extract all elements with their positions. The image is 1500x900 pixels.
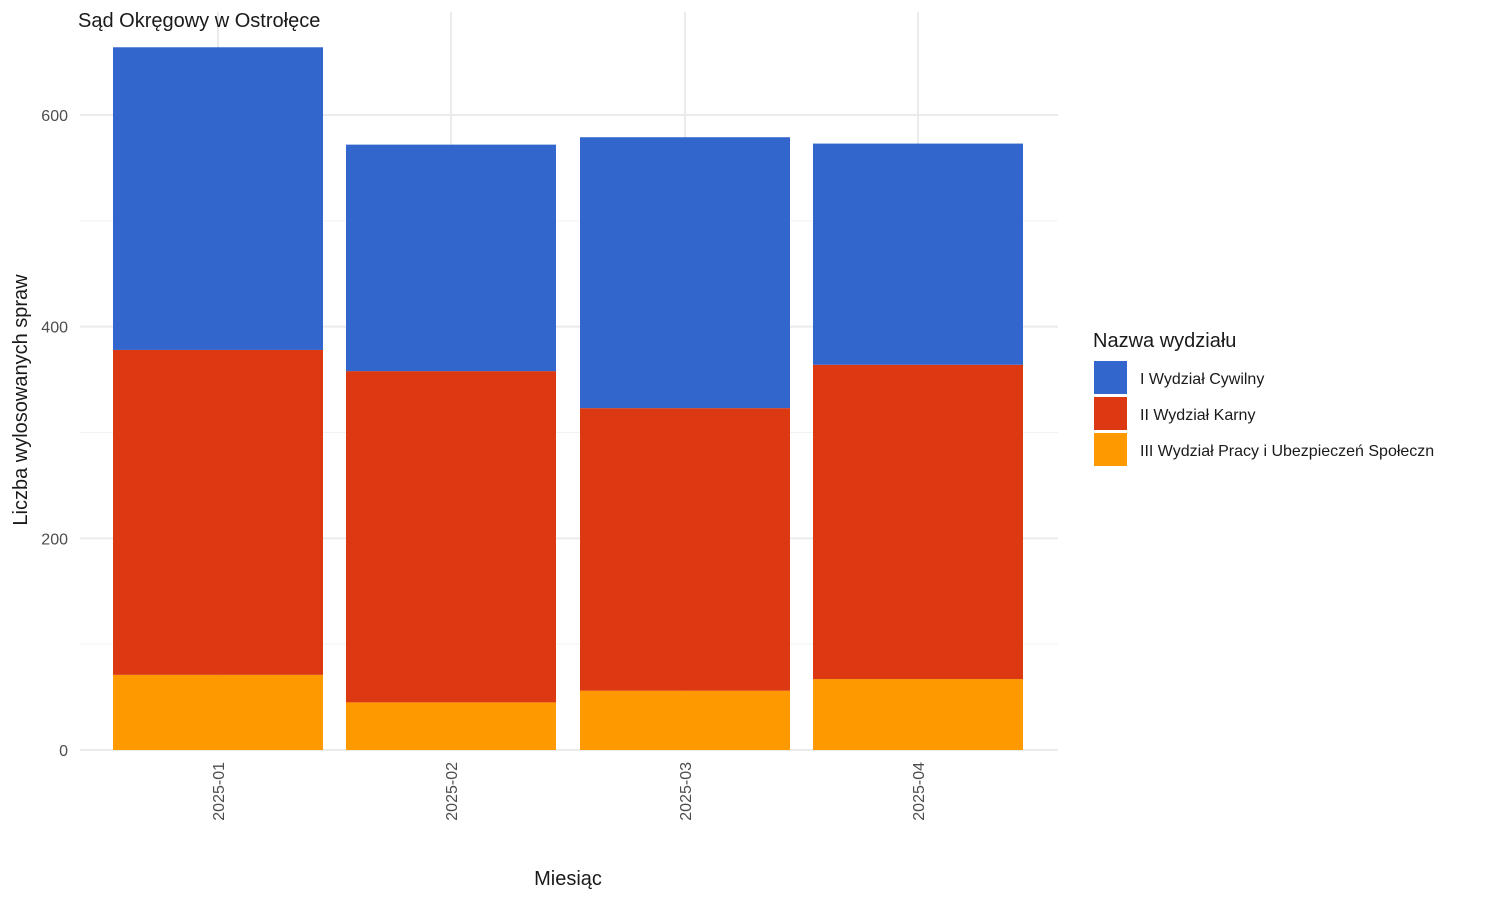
x-tick-label: 2025-04 (911, 762, 928, 821)
bar-segment (113, 349, 323, 675)
legend-label: II Wydział Karny (1140, 407, 1255, 424)
legend-label: III Wydział Pracy i Ubezpieczeń Społeczn (1140, 443, 1434, 460)
x-tick-label: 2025-01 (211, 762, 228, 821)
y-tick-label: 0 (59, 743, 68, 760)
bar-segment (113, 674, 323, 750)
legend-label: I Wydział Cywilny (1140, 371, 1264, 388)
bar-segment (580, 408, 790, 691)
bar-segment (346, 702, 556, 750)
legend-title: Nazwa wydziału (1093, 330, 1236, 352)
bar-segment (580, 690, 790, 750)
legend-swatch (1094, 361, 1127, 394)
bar-segment (813, 143, 1023, 365)
bar-segment (580, 137, 790, 409)
y-axis-ticks: 0 200 400 600 (41, 108, 68, 760)
x-axis-title: Miesiąc (534, 868, 602, 890)
bar-segment (346, 371, 556, 703)
bar-segment (813, 364, 1023, 680)
chart-title: Sąd Okręgowy w Ostrołęce (78, 10, 320, 32)
bars (113, 47, 1023, 750)
x-axis-ticks: 2025-01 2025-02 2025-03 2025-04 (211, 762, 928, 821)
y-tick-label: 200 (41, 531, 68, 548)
y-tick-label: 600 (41, 108, 68, 125)
y-tick-label: 400 (41, 320, 68, 337)
y-axis-title: Liczba wylosowanych spraw (10, 274, 32, 526)
legend-swatch (1094, 433, 1127, 466)
bar-segment (113, 47, 323, 350)
bar-segment (813, 679, 1023, 750)
bar-segment (346, 144, 556, 372)
legend-swatch (1094, 397, 1127, 430)
legend: Nazwa wydziału I Wydział Cywilny II Wydzi… (1093, 330, 1434, 466)
x-tick-label: 2025-02 (444, 762, 461, 821)
x-tick-label: 2025-03 (678, 762, 695, 821)
